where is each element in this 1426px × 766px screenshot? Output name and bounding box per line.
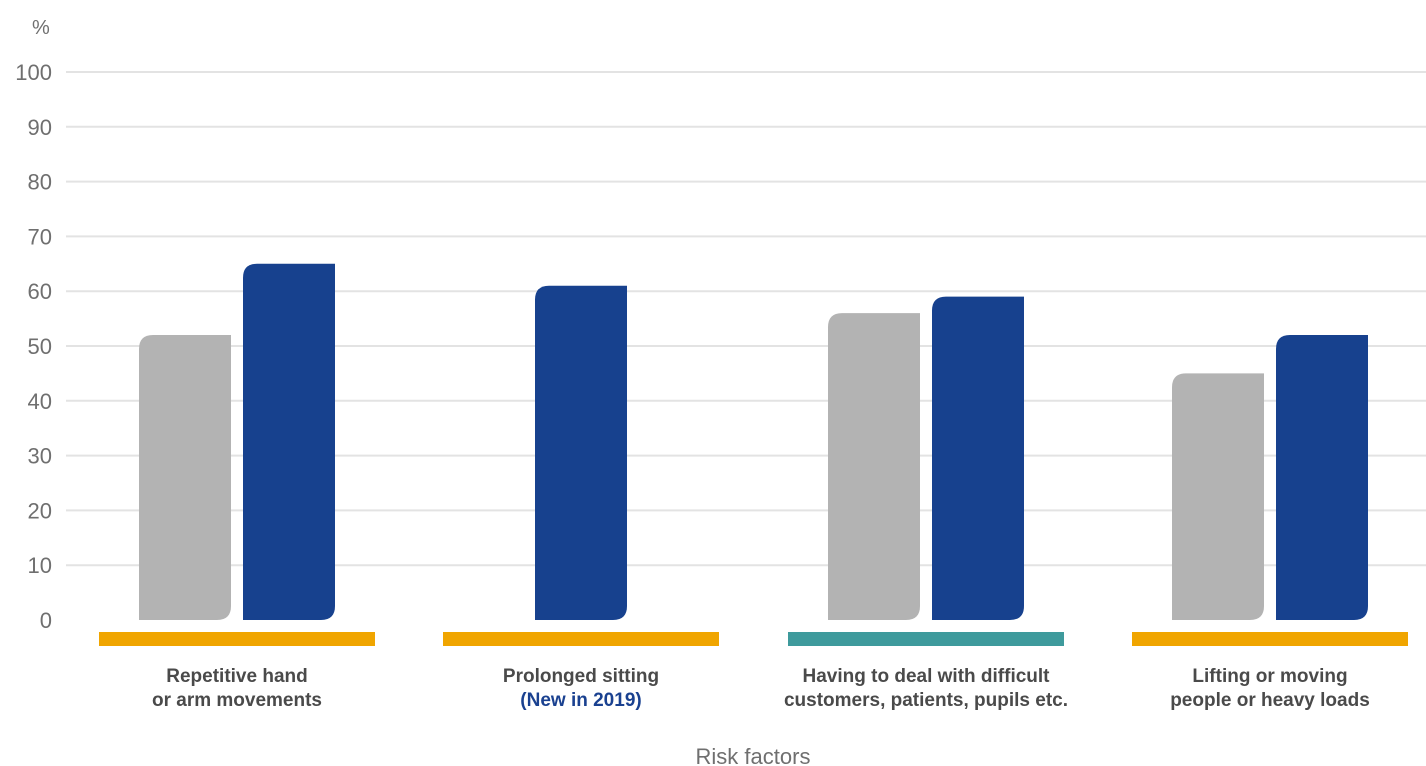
- bar: [139, 335, 231, 620]
- category-band: [1132, 632, 1408, 646]
- category-label: Repetitive hand: [166, 666, 307, 687]
- y-tick-label: 70: [28, 224, 52, 249]
- bar: [535, 285, 627, 620]
- category-label: Lifting or moving: [1192, 666, 1347, 687]
- bar: [932, 296, 1024, 620]
- category-label: or arm movements: [152, 690, 322, 711]
- category-labels: Repetitive hand or arm movements Prolonged…: [152, 666, 1370, 711]
- category-band: [99, 632, 375, 646]
- category-band: [788, 632, 1064, 646]
- y-axis-ticks: 0 10 20 30 40 50 60 70 80 90 100: [15, 60, 52, 633]
- bars: [139, 263, 1368, 620]
- bar: [1172, 373, 1264, 620]
- y-tick-label: 50: [28, 334, 52, 359]
- bar: [1276, 335, 1368, 620]
- y-tick-label: 0: [40, 608, 52, 633]
- y-tick-label: 40: [28, 389, 52, 414]
- category-note: (New in 2019): [520, 690, 641, 711]
- category-label: customers, patients, pupils etc.: [784, 690, 1068, 711]
- category-label: Having to deal with difficult: [803, 666, 1051, 687]
- y-tick-label: 80: [28, 170, 52, 195]
- y-tick-label: 90: [28, 115, 52, 140]
- category-bands: [99, 632, 1408, 646]
- y-tick-label: 100: [15, 60, 52, 85]
- category-label: people or heavy loads: [1170, 690, 1370, 711]
- y-tick-label: 60: [28, 279, 52, 304]
- bar: [828, 313, 920, 620]
- y-unit-label: %: [32, 17, 50, 39]
- x-axis-label: Risk factors: [696, 744, 811, 766]
- category-label: Prolonged sitting: [503, 666, 659, 687]
- y-tick-label: 10: [28, 553, 52, 578]
- category-band: [443, 632, 719, 646]
- y-tick-label: 20: [28, 498, 52, 523]
- y-tick-label: 30: [28, 444, 52, 469]
- bar: [243, 263, 335, 620]
